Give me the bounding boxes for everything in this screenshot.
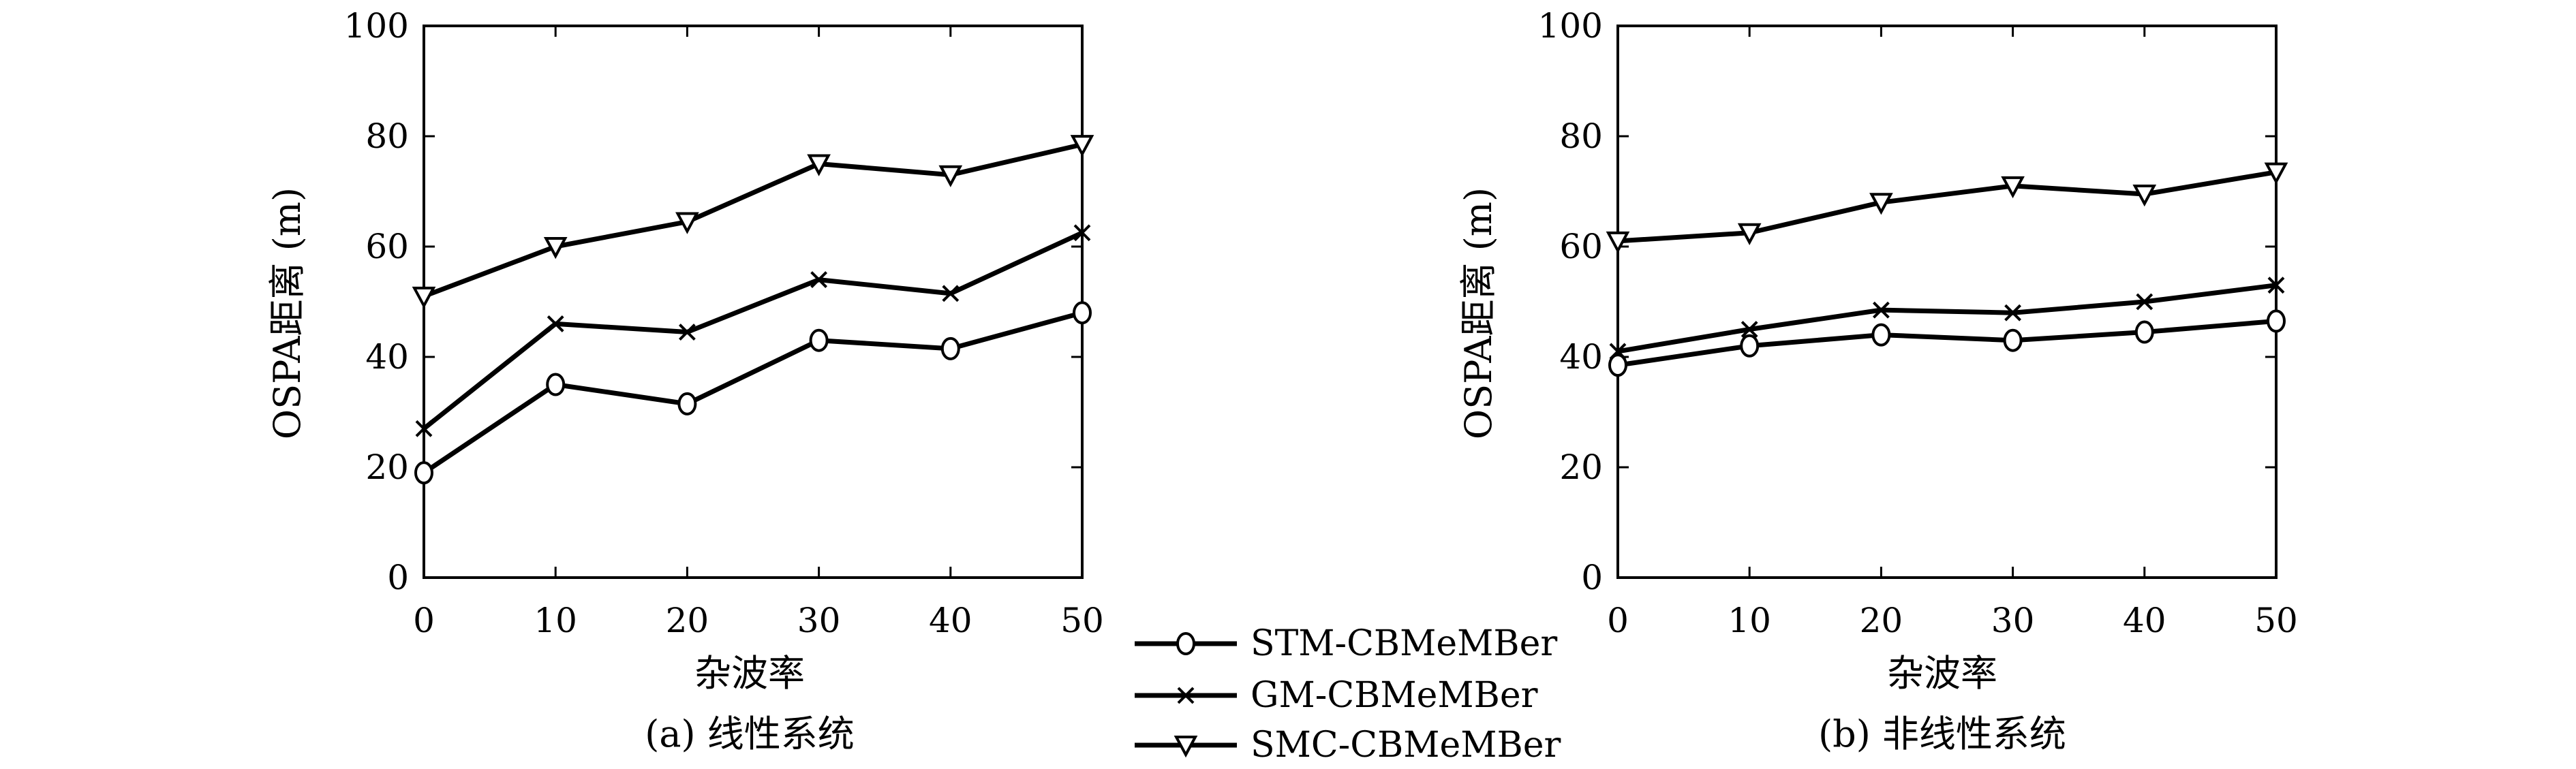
chart-caption: (a) 线性系统 [645, 712, 855, 755]
legend: STM-CBMeMBer GM-CBMeMBer SMC-CBMeMBer [1135, 623, 1561, 766]
legend-label: STM-CBMeMBer [1251, 623, 1557, 664]
data-point [942, 285, 960, 302]
legend-item-smc: SMC-CBMeMBer [1135, 725, 1561, 766]
data-point [807, 154, 831, 176]
x-tick-label: 20 [1860, 601, 1903, 640]
data-point [1608, 354, 1627, 377]
series-line [423, 142, 1083, 299]
data-point-stroke [1741, 321, 1758, 338]
data-point [547, 315, 564, 332]
plot-frame [423, 25, 1084, 579]
data-point [2264, 162, 2288, 185]
data-point [1741, 321, 1758, 338]
legend-item-gm: GM-CBMeMBer [1135, 675, 1538, 716]
x-axis-label: 杂波率 [694, 652, 805, 695]
x-tick-label: 50 [1060, 601, 1104, 640]
x-marker-icon [1177, 687, 1195, 704]
data-point [2001, 176, 2025, 199]
data-point [2267, 309, 2286, 333]
y-tick-label: 100 [1538, 6, 1603, 46]
data-point-stroke [547, 315, 564, 332]
y-tick-label: 0 [1581, 558, 1603, 597]
data-point [2003, 328, 2023, 352]
data-point [1606, 231, 1630, 254]
data-point [677, 392, 697, 415]
series-line [1617, 318, 2277, 368]
y-tick-label: 80 [1559, 116, 1603, 156]
data-point [2134, 320, 2154, 344]
legend-label: GM-CBMeMBer [1251, 675, 1538, 716]
data-point [546, 373, 566, 396]
circle-marker-icon [1176, 632, 1195, 655]
data-point [1070, 135, 1094, 157]
data-point-stroke [1073, 224, 1091, 242]
data-point-stroke [810, 271, 828, 289]
data-point [543, 237, 568, 260]
data-point-stroke [1872, 301, 1890, 319]
x-tick-label: 0 [1607, 601, 1629, 640]
triangle-down-marker-icon [1174, 736, 1198, 758]
data-point [938, 165, 963, 187]
chart-caption: (b) 非线性系统 [1818, 712, 2066, 755]
legend-item-stm: STM-CBMeMBer [1135, 623, 1557, 664]
data-point-stroke [2004, 304, 2022, 321]
y-tick-label: 100 [344, 6, 409, 46]
y-tick-label: 60 [1559, 227, 1603, 266]
data-point [809, 328, 829, 352]
chart-linear-system: OSPA距离 (m) 杂波率 (a) 线性系统 0 20 40 60 80 100 0 10 2… [266, 6, 1104, 755]
x-tick-label: 50 [2254, 601, 2298, 640]
data-point [1740, 334, 1760, 358]
y-tick-label: 0 [387, 558, 409, 597]
data-point-stroke [678, 324, 696, 341]
data-point [1609, 343, 1627, 360]
data-point [2267, 277, 2285, 294]
data-point [1872, 301, 1890, 319]
data-point [2004, 304, 2022, 321]
x-tick-label: 0 [413, 601, 435, 640]
series-line [1617, 283, 2277, 354]
data-point-stroke [942, 285, 960, 302]
series-line [423, 310, 1083, 475]
legend-label: SMC-CBMeMBer [1251, 725, 1561, 766]
data-point [1073, 301, 1092, 325]
data-point [940, 336, 960, 360]
x-tick-label: 10 [534, 601, 577, 640]
y-tick-label: 80 [365, 116, 409, 156]
x-tick-label: 20 [666, 601, 709, 640]
y-tick-label: 20 [365, 448, 409, 487]
series-line [422, 230, 1084, 431]
data-point [810, 271, 828, 289]
plot-frame [1616, 25, 2278, 579]
data-point [414, 461, 433, 485]
y-tick-label: 40 [365, 337, 409, 377]
data-point-stroke [2136, 293, 2153, 311]
data-point-stroke [1609, 343, 1627, 360]
data-point [675, 212, 699, 234]
data-point [1737, 223, 1762, 245]
data-point-stroke [2267, 277, 2285, 294]
data-point [678, 324, 696, 341]
x-tick-label: 10 [1728, 601, 1771, 640]
chart-nonlinear-system: OSPA距离 (m) 杂波率 (b) 非线性系统 0 20 40 60 80 100 0 10… [1457, 6, 2298, 755]
x-tick-label: 40 [929, 601, 972, 640]
x-tick-label: 30 [797, 601, 841, 640]
data-point [412, 286, 436, 309]
data-point [415, 420, 433, 437]
data-point [1871, 323, 1891, 347]
series-line [1617, 170, 2277, 244]
data-point-stroke [415, 420, 433, 437]
y-tick-label: 20 [1559, 448, 1603, 487]
y-tick-label: 60 [365, 227, 409, 266]
data-point [2132, 185, 2157, 207]
x-axis-label: 杂波率 [1887, 652, 1997, 695]
y-axis-label: OSPA距离 (m) [1457, 187, 1500, 439]
y-tick-label: 40 [1559, 337, 1603, 377]
y-axis-label: OSPA距离 (m) [266, 187, 309, 439]
x-tick-label: 40 [2123, 601, 2166, 640]
x-tick-label: 30 [1991, 601, 2035, 640]
data-point [1073, 224, 1091, 242]
data-point [1869, 193, 1893, 215]
data-point [2136, 293, 2153, 311]
